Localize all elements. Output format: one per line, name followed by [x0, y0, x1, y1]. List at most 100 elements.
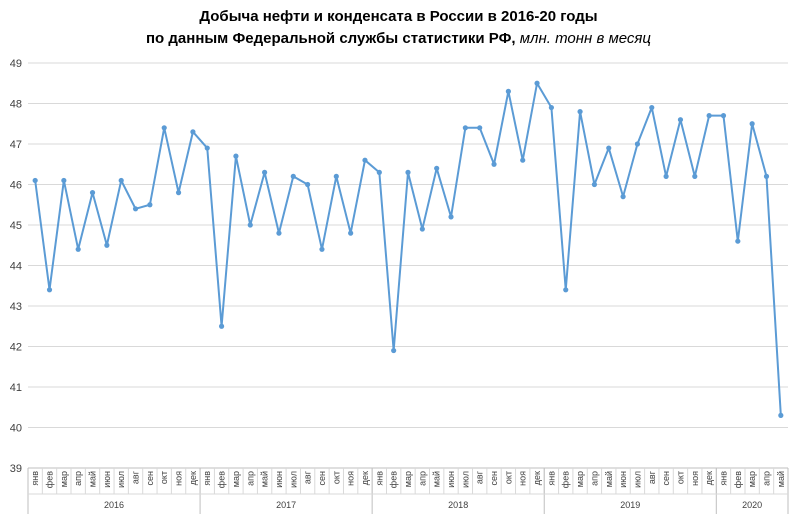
data-point [563, 287, 569, 293]
month-tick-label: дек [188, 471, 198, 485]
month-tick-label: дек [532, 471, 542, 485]
data-point [591, 181, 598, 188]
chart-title: Добыча нефти и конденсата в России в 201… [0, 6, 797, 50]
month-tick-label: окт [675, 471, 685, 484]
data-point [262, 169, 268, 175]
data-point [692, 173, 698, 179]
month-tick-label: янв [30, 471, 40, 486]
month-tick-label: июн [102, 471, 112, 488]
x-axis: янв фев мар апр май июн июл авг сен окт ноя дек янв ф… [27, 467, 789, 514]
month-tick-label: май [776, 471, 786, 487]
month-tick-label: янв [202, 471, 212, 486]
gridlines [28, 62, 788, 469]
data-point [348, 230, 354, 236]
month-tick-label: янв [718, 471, 728, 486]
month-tick-label: ноя [518, 471, 528, 486]
data-point [477, 125, 483, 131]
data-point [462, 125, 468, 131]
month-tick-label: янв [374, 471, 384, 486]
data-point [233, 153, 239, 159]
data-point [606, 145, 612, 151]
data-point [89, 190, 96, 196]
data-point [419, 226, 425, 232]
data-point [577, 109, 583, 115]
month-tick-label: сен [145, 471, 155, 486]
month-tick-label: фев [389, 471, 399, 488]
y-tick-label: 44 [10, 261, 22, 273]
month-tick-label: июл [460, 471, 470, 488]
chart-title-unit: млн. тонн в месяц [519, 30, 651, 47]
data-point [190, 129, 196, 135]
series-oil-production [32, 80, 784, 418]
y-tick-label: 40 [10, 423, 22, 435]
data-point [104, 242, 110, 248]
y-tick-label: 45 [10, 220, 22, 232]
month-tick-label: сен [317, 471, 327, 486]
month-tick-label: июн [274, 471, 284, 488]
month-tick-label: авг [131, 470, 141, 484]
month-tick-label: июн [618, 471, 628, 488]
series-line [34, 82, 782, 416]
data-point [649, 104, 655, 111]
data-point [706, 113, 712, 119]
month-tick-label: фев [561, 471, 571, 488]
data-point [634, 141, 641, 147]
month-tick-label: дек [360, 471, 370, 485]
month-tick-label: авг [647, 470, 657, 484]
data-point [147, 202, 153, 208]
month-tick-label: мар [231, 471, 241, 487]
month-tick-label: май [88, 471, 98, 487]
data-point [735, 238, 741, 244]
month-tick-label: июн [446, 471, 456, 488]
data-point [548, 104, 554, 111]
data-point [362, 157, 368, 163]
data-point [448, 214, 454, 220]
data-point [46, 287, 53, 293]
y-tick-label: 41 [10, 382, 22, 394]
data-point [204, 145, 210, 151]
y-axis: 39 40 41 42 43 44 45 46 47 48 49 [10, 58, 22, 475]
month-tick-label: сен [661, 471, 671, 486]
data-point [491, 161, 497, 167]
y-tick-label: 49 [10, 58, 22, 70]
data-point [61, 177, 67, 184]
month-tick-label: ноя [346, 471, 356, 486]
data-point [161, 125, 167, 131]
month-tick-label: мар [575, 471, 585, 487]
data-point [763, 173, 770, 179]
y-tick-label: 48 [10, 99, 22, 111]
month-tick-label: мар [747, 471, 757, 487]
month-tick-label: окт [331, 471, 341, 484]
month-tick-label: апр [589, 471, 599, 486]
month-tick-label: сен [489, 471, 499, 486]
year-tick-label: 2017 [276, 500, 296, 510]
data-point [290, 173, 296, 179]
data-point [276, 230, 282, 236]
month-tick-label: май [432, 471, 442, 487]
data-point [247, 222, 253, 228]
data-point [778, 412, 784, 418]
year-tick-label: 2020 [742, 500, 762, 510]
data-point [520, 157, 526, 163]
data-point [32, 177, 38, 184]
month-tick-label: окт [503, 471, 513, 484]
month-tick-label: апр [761, 471, 771, 486]
month-tick-label: фев [733, 471, 743, 488]
month-tick-label: янв [546, 471, 556, 486]
month-tick-label: окт [159, 471, 169, 484]
month-tick-label: апр [73, 471, 83, 486]
month-tick-label: фев [217, 471, 227, 488]
data-point [305, 181, 311, 188]
data-point [175, 190, 182, 196]
month-tick-label: дек [704, 471, 714, 485]
month-tick-label: май [260, 471, 270, 487]
data-point [218, 323, 225, 329]
data-point [75, 246, 81, 252]
data-point [118, 177, 124, 184]
y-tick-label: 47 [10, 139, 22, 151]
data-point [749, 121, 755, 127]
month-tick-label: июл [116, 471, 126, 488]
month-tick-label: ноя [690, 471, 700, 486]
year-tick-label: 2019 [620, 500, 640, 510]
